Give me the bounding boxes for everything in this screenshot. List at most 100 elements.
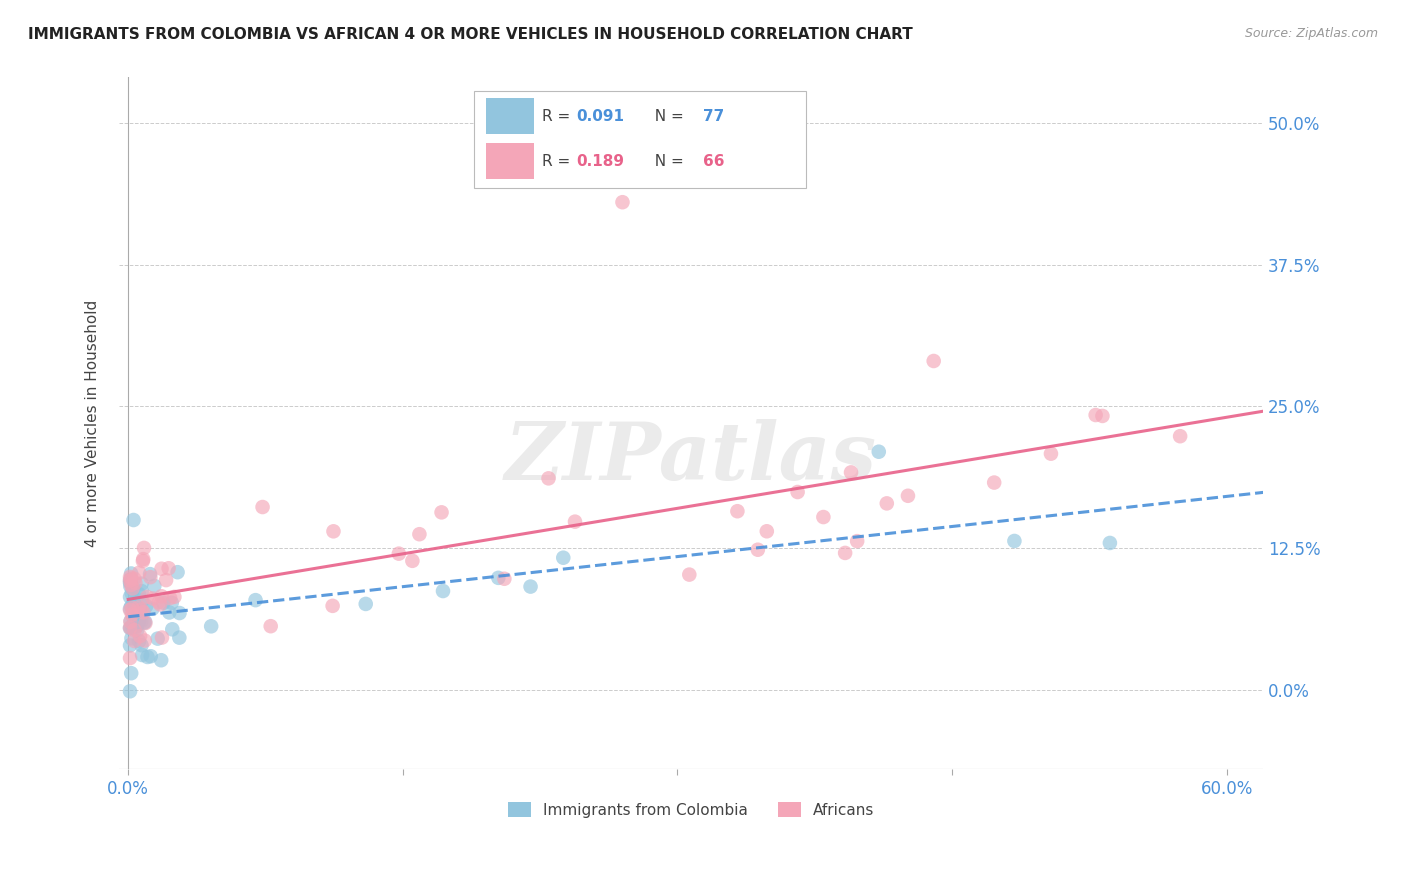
Point [139,567,162,582]
FancyBboxPatch shape [474,91,806,188]
Point [1039,447,1062,461]
Point [162,623,184,637]
Point [846,534,869,549]
Point [876,496,898,510]
Point [122,610,145,624]
Point [159,591,181,605]
Point [120,566,142,581]
Point [134,615,156,629]
Point [150,631,173,645]
Point [839,466,862,480]
Point [868,444,890,458]
Point [120,578,142,592]
Text: 0.091: 0.091 [576,109,624,124]
Point [131,593,153,607]
Point [1084,408,1107,422]
Point [252,500,274,514]
Point [128,634,150,648]
Text: ZIPatlas: ZIPatlas [505,419,877,497]
Point [134,616,156,631]
Point [725,504,748,518]
Point [118,639,141,653]
Point [121,632,143,646]
Text: Source: ZipAtlas.com: Source: ZipAtlas.com [1244,27,1378,40]
Point [486,571,509,585]
Point [786,485,808,500]
Point [129,602,152,616]
Point [136,590,159,604]
Point [897,489,920,503]
Point [150,562,173,576]
Point [121,582,143,596]
Point [118,574,141,588]
Legend: Immigrants from Colombia, Africans: Immigrants from Colombia, Africans [502,796,880,824]
Point [122,596,145,610]
Point [128,566,150,580]
Point [1002,533,1025,548]
Point [122,572,145,586]
Point [354,597,377,611]
Point [157,606,180,620]
Point [322,599,344,613]
Point [131,648,153,662]
Point [430,505,453,519]
FancyBboxPatch shape [486,144,534,179]
Point [143,579,166,593]
Point [121,601,143,615]
Point [519,580,541,594]
Point [1098,536,1121,550]
Point [118,603,141,617]
Point [142,591,165,606]
Point [120,573,142,587]
Point [139,649,162,664]
Text: N =: N = [645,109,689,124]
Point [120,579,142,593]
Point [553,550,575,565]
Point [983,475,1005,490]
Point [150,653,173,667]
Point [166,565,188,579]
Point [124,575,146,590]
Point [1168,429,1191,443]
Point [128,587,150,601]
Point [132,554,155,568]
Point [118,621,141,635]
Text: R =: R = [543,109,575,124]
Point [245,593,267,607]
Point [118,621,141,635]
Point [131,584,153,599]
Text: N =: N = [645,153,689,169]
Point [128,613,150,627]
Point [132,605,155,619]
Point [125,619,148,633]
Point [136,650,159,665]
Point [1091,409,1114,423]
Point [120,615,142,629]
Point [747,542,769,557]
Y-axis label: 4 or more Vehicles in Household: 4 or more Vehicles in Household [86,300,100,547]
Point [118,684,141,698]
Point [169,631,191,645]
Point [834,546,856,560]
Point [118,590,141,604]
Point [755,524,778,539]
Text: 0.189: 0.189 [576,153,624,169]
Point [120,621,142,635]
Point [132,541,155,555]
Point [149,598,172,612]
Point [124,634,146,648]
Point [120,666,142,681]
Point [132,552,155,566]
Point [124,615,146,629]
Point [128,602,150,616]
Point [432,584,454,599]
Text: IMMIGRANTS FROM COLOMBIA VS AFRICAN 4 OR MORE VEHICLES IN HOUSEHOLD CORRELATION : IMMIGRANTS FROM COLOMBIA VS AFRICAN 4 OR… [28,27,912,42]
Point [131,614,153,628]
Point [121,620,143,634]
Point [678,567,700,582]
Point [120,576,142,591]
Point [169,606,191,620]
Point [152,596,174,610]
Point [494,572,516,586]
Point [813,510,835,524]
